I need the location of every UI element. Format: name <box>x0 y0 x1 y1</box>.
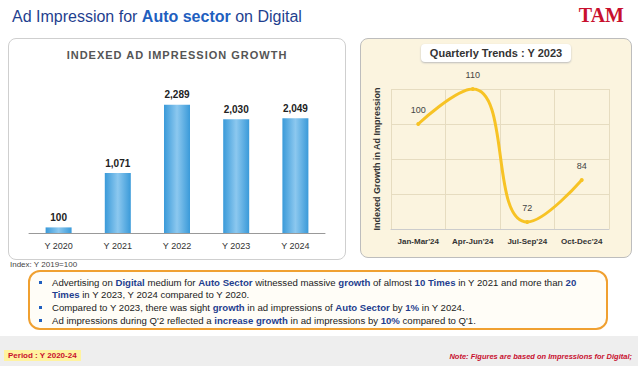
svg-text:2,030: 2,030 <box>224 104 249 115</box>
html-text:TAM: TAM <box>578 4 624 26</box>
svg-text:2,049: 2,049 <box>283 103 308 114</box>
svg-text:Indexed Growth in Ad Impressio: Indexed Growth in Ad Impression <box>372 87 382 230</box>
svg-text:1,071: 1,071 <box>105 158 130 169</box>
svg-text:Jan-Mar'24: Jan-Mar'24 <box>398 237 440 246</box>
html-text:Note: Figures are based on Imp: Note: Figures are based on Impressions f… <box>449 352 632 361</box>
html-text:Advertising on Digital medium: Advertising on Digital medium for Auto S… <box>52 277 577 300</box>
svg-text:Oct-Dec'24: Oct-Dec'24 <box>561 237 603 246</box>
html-text:Quarterly Trends : Y 2023: Quarterly Trends : Y 2023 <box>429 47 563 59</box>
html-text:Compared to Y 2023, there was: Compared to Y 2023, there was sight grow… <box>52 302 465 313</box>
svg-text:Y 2024: Y 2024 <box>281 241 309 251</box>
svg-text:Y 2022: Y 2022 <box>163 241 191 251</box>
html-text:Period : Y 2020-24: Period : Y 2020-24 <box>8 351 77 360</box>
html-text:INDEXED AD IMPRESSION GROWTH: INDEXED AD IMPRESSION GROWTH <box>66 49 288 61</box>
svg-text:84: 84 <box>577 161 587 171</box>
svg-text:100: 100 <box>50 212 67 223</box>
svg-text:2,289: 2,289 <box>164 89 189 100</box>
svg-text:Jul-Sep'24: Jul-Sep'24 <box>507 237 547 246</box>
svg-text:Apr-Jun'24: Apr-Jun'24 <box>452 237 494 246</box>
svg-text:Y 2023: Y 2023 <box>222 241 250 251</box>
svg-text:110: 110 <box>466 70 480 80</box>
html-text:Ad Impression for Auto sector: Ad Impression for Auto sector on Digital <box>12 8 302 25</box>
svg-text:72: 72 <box>522 203 532 213</box>
svg-text:100: 100 <box>411 105 426 115</box>
html-text:Ad impressions during Q'2 refl: Ad impressions during Q'2 reflected a in… <box>52 315 476 326</box>
html-text:Index: Y 2019=100: Index: Y 2019=100 <box>10 260 78 269</box>
svg-text:Y 2020: Y 2020 <box>44 241 72 251</box>
svg-text:Y 2021: Y 2021 <box>104 241 132 251</box>
